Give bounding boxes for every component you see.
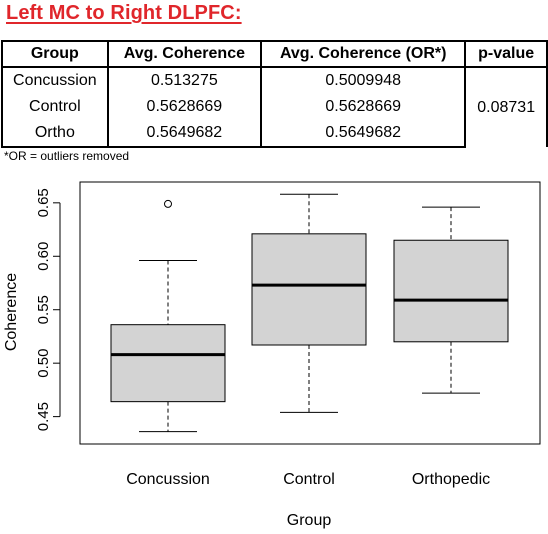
cell-avg: 0.5628669 <box>106 94 263 120</box>
box-orthopedic <box>393 239 509 343</box>
cell-group: Concussion <box>1 67 109 94</box>
header-avg-coherence-or: Avg. Coherence (OR*) <box>260 40 467 68</box>
table-row: Control 0.5628669 0.5628669 <box>1 94 547 120</box>
stats-table: Group Avg. Coherence Avg. Coherence (OR*… <box>1 40 548 148</box>
box-control <box>251 233 367 346</box>
y-tick-label: 0.65 <box>35 188 52 217</box>
cell-avg: 0.5649682 <box>106 120 263 148</box>
header-p-value: p-value <box>464 40 548 68</box>
outlier-point <box>164 199 172 208</box>
footnote: *OR = outliers removed <box>4 149 130 163</box>
box-concussion <box>110 324 226 403</box>
cell-group: Control <box>1 94 109 120</box>
y-tick-label: 0.50 <box>35 349 52 378</box>
y-tick-label: 0.55 <box>35 295 52 324</box>
header-group: Group <box>1 40 109 68</box>
x-tick-label: Control <box>283 471 335 488</box>
cell-avg-or: 0.5649682 <box>260 120 467 148</box>
plot-frame <box>79 181 541 445</box>
chart-title: Left MC to Right DLPFC: <box>6 2 242 24</box>
x-tick-label: Concussion <box>126 471 210 488</box>
y-tick-label: 0.60 <box>35 242 52 271</box>
table-header-row: Group Avg. Coherence Avg. Coherence (OR*… <box>1 40 548 68</box>
header-avg-coherence: Avg. Coherence <box>106 40 263 68</box>
cell-avg-or: 0.5009948 <box>260 67 467 94</box>
table-row: Concussion 0.513275 0.5009948 0.08731 <box>1 67 548 147</box>
table-row: Ortho 0.5649682 0.5649682 <box>1 120 547 148</box>
cell-avg-or: 0.5628669 <box>260 94 467 120</box>
y-axis-label: Coherence <box>3 273 20 351</box>
cell-avg: 0.513275 <box>106 67 263 94</box>
cell-p-value: 0.08731 <box>464 67 548 147</box>
cell-group: Ortho <box>1 120 109 148</box>
x-tick-label: Orthopedic <box>412 471 490 488</box>
y-tick-label: 0.45 <box>35 402 52 431</box>
x-axis-label: Group <box>287 512 332 529</box>
